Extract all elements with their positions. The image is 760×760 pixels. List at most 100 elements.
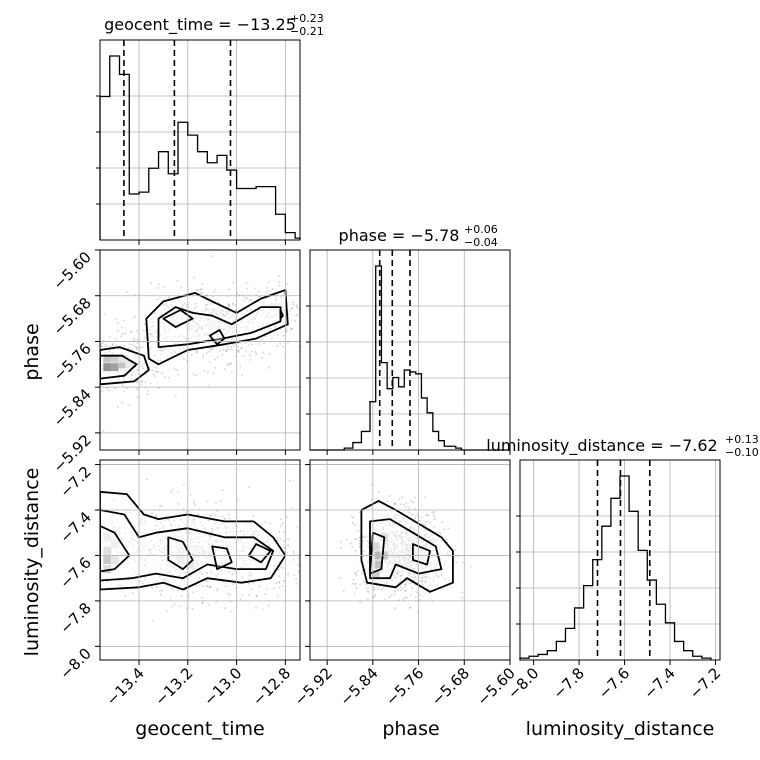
scatter-point <box>393 546 395 549</box>
scatter-point <box>407 562 410 564</box>
scatter-point <box>268 522 271 525</box>
scatter-point <box>223 328 226 331</box>
scatter-point <box>159 353 162 356</box>
scatter-point <box>433 539 435 542</box>
scatter-point <box>389 570 392 572</box>
scatter-point <box>185 607 188 610</box>
scatter-point <box>224 585 227 587</box>
scatter-point <box>102 375 105 378</box>
scatter-point <box>261 356 264 359</box>
density-cell <box>103 546 112 555</box>
scatter-point <box>425 573 428 576</box>
scatter-point <box>108 335 111 338</box>
scatter-point <box>116 322 119 325</box>
scatter-point <box>387 562 389 565</box>
scatter-point <box>151 512 153 515</box>
scatter-point <box>119 584 122 587</box>
scatter-point <box>147 547 150 550</box>
scatter-point <box>131 568 134 571</box>
scatter-point <box>143 541 146 544</box>
scatter-point <box>409 560 412 563</box>
scatter-point <box>180 301 183 304</box>
scatter-point <box>455 561 457 564</box>
panel-hist-phase <box>306 249 511 455</box>
scatter-point <box>158 349 161 351</box>
scatter-point <box>179 333 181 336</box>
scatter-point <box>118 552 121 555</box>
scatter-point <box>136 369 139 371</box>
scatter-point <box>118 533 121 536</box>
scatter-point <box>177 342 180 344</box>
scatter-point <box>401 496 404 499</box>
scatter-point <box>278 284 281 287</box>
scatter-point <box>424 496 426 499</box>
scatter-point <box>273 557 276 560</box>
scatter-point <box>194 326 197 329</box>
scatter-point <box>421 579 424 582</box>
scatter-point <box>389 549 392 552</box>
scatter-point <box>199 571 202 573</box>
scatter-point <box>219 499 222 502</box>
scatter-point <box>412 560 414 563</box>
scatter-point <box>193 552 196 555</box>
scatter-point <box>423 564 426 567</box>
scatter-point <box>404 534 407 537</box>
scatter-point <box>420 578 423 581</box>
scatter-point <box>188 546 191 549</box>
scatter-point <box>394 535 397 538</box>
scatter-point <box>154 515 157 517</box>
scatter-point <box>242 546 245 549</box>
scatter-point <box>297 557 300 559</box>
scatter-point <box>259 309 262 312</box>
scatter-point <box>140 580 142 583</box>
scatter-point <box>208 350 211 353</box>
scatter-point <box>413 555 416 558</box>
scatter-point <box>391 532 394 535</box>
scatter-point <box>428 546 431 548</box>
scatter-point <box>424 543 427 546</box>
scatter-point <box>410 561 413 564</box>
scatter-point <box>169 570 172 573</box>
scatter-point <box>207 333 210 336</box>
scatter-point <box>400 537 403 540</box>
scatter-point <box>169 597 172 600</box>
scatter-point <box>135 549 138 551</box>
scatter-point <box>355 587 358 589</box>
scatter-point <box>185 532 187 534</box>
scatter-point <box>385 583 387 585</box>
scatter-point <box>271 539 274 542</box>
scatter-point <box>221 522 224 525</box>
scatter-point <box>287 341 289 344</box>
scatter-point <box>355 537 358 540</box>
scatter-point <box>237 350 240 352</box>
scatter-point <box>241 577 244 579</box>
scatter-point <box>170 543 173 546</box>
scatter-point <box>280 297 283 299</box>
scatter-point <box>152 373 155 376</box>
scatter-point <box>268 366 271 369</box>
scatter-point <box>265 291 268 294</box>
scatter-point <box>130 330 133 333</box>
scatter-point <box>287 538 290 541</box>
scatter-point <box>400 564 403 567</box>
scatter-point <box>189 539 192 542</box>
scatter-point <box>196 562 199 565</box>
scatter-point <box>207 318 210 321</box>
scatter-point <box>291 327 294 330</box>
scatter-point <box>413 573 416 576</box>
scatter-point <box>188 532 191 535</box>
scatter-point <box>401 539 404 542</box>
scatter-point <box>433 510 436 513</box>
scatter-point <box>220 327 222 330</box>
scatter-point <box>400 567 403 570</box>
scatter-point <box>176 568 179 571</box>
scatter-point <box>263 531 265 534</box>
scatter-point <box>154 370 157 373</box>
scatter-point <box>386 514 389 517</box>
scatter-point <box>406 549 408 552</box>
scatter-point <box>143 336 146 339</box>
scatter-point <box>380 580 383 583</box>
scatter-point <box>268 329 271 332</box>
scatter-point <box>396 589 399 592</box>
scatter-point <box>163 549 165 551</box>
